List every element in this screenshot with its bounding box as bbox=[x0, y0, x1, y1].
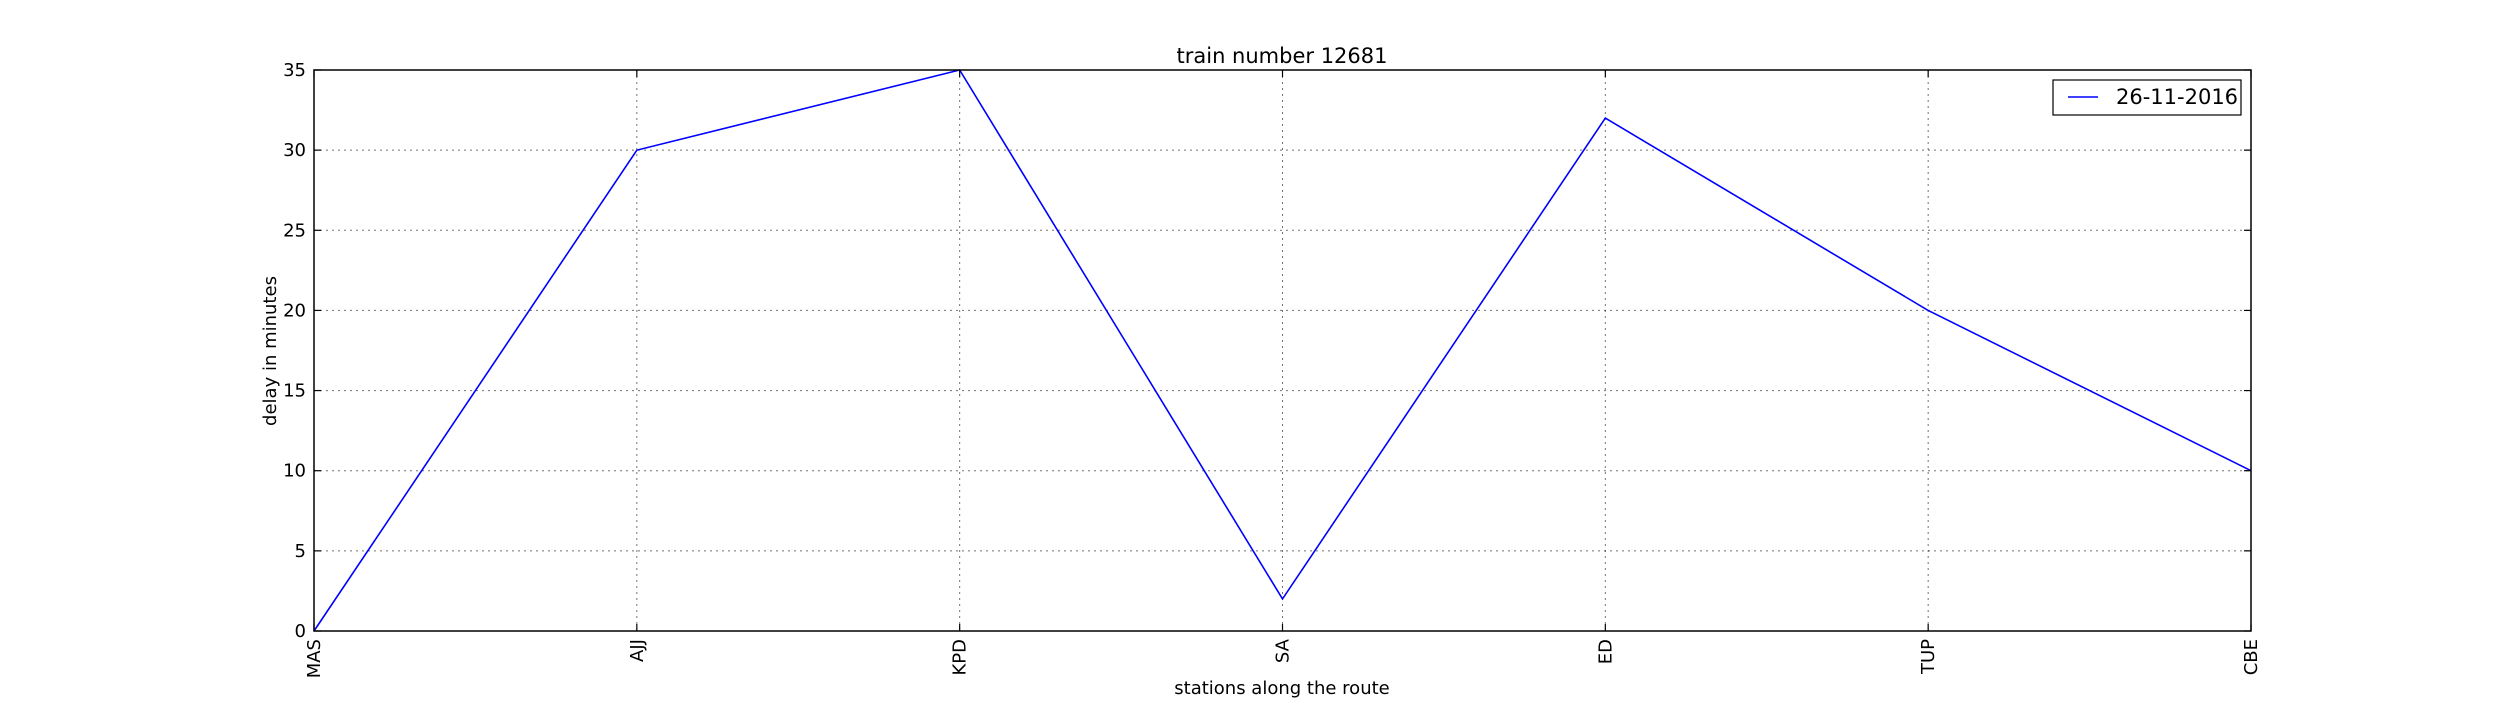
y-tick-label: 5 bbox=[295, 541, 306, 562]
y-tick-label: 10 bbox=[283, 461, 306, 482]
series-layer bbox=[313, 69, 2252, 632]
y-tick-label: 15 bbox=[283, 381, 306, 402]
y-tick-label: 25 bbox=[283, 220, 306, 241]
grid-layer bbox=[313, 69, 2252, 632]
series-line bbox=[313, 69, 2252, 632]
y-tick-label: 20 bbox=[283, 300, 306, 321]
x-tick-label: MAS bbox=[304, 639, 325, 678]
y-tick-label: 30 bbox=[283, 140, 306, 161]
y-tick-label: 0 bbox=[295, 621, 306, 642]
x-tick-label: TUP bbox=[1918, 639, 1939, 675]
legend-label: 26-11-2016 bbox=[2116, 85, 2238, 109]
x-tick-label: ED bbox=[1595, 639, 1616, 664]
legend: 26-11-2016 bbox=[2052, 79, 2242, 116]
x-tick-label: AJJ bbox=[627, 639, 648, 662]
x-axis-label: stations along the route bbox=[1174, 678, 1389, 699]
x-tick-label: CBE bbox=[2241, 639, 2262, 675]
y-axis-label: delay in minutes bbox=[260, 276, 281, 426]
y-tick-label: 35 bbox=[283, 60, 306, 81]
x-tick-label: KPD bbox=[950, 639, 971, 676]
tick-layer: 0 5 10 15 20 25 30 35 MAS AJJ KPD SA ED TUP CBE bbox=[283, 60, 2262, 678]
chart-title: train number 12681 bbox=[1177, 44, 1388, 68]
x-tick-label: SA bbox=[1273, 638, 1294, 663]
